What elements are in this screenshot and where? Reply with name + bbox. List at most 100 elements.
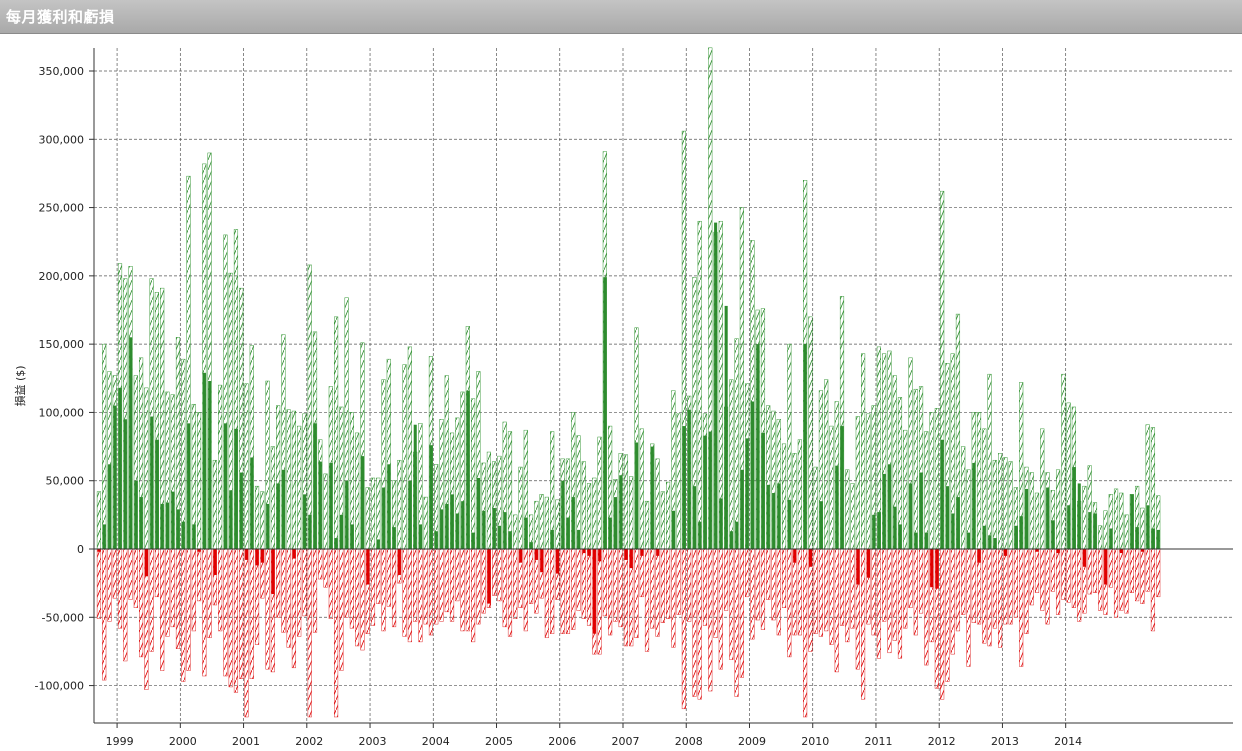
net-profit-bar xyxy=(914,532,918,549)
max-profit-bar xyxy=(924,431,929,550)
max-profit-bar xyxy=(697,220,702,550)
net-loss-bar xyxy=(487,549,491,604)
max-loss-bar xyxy=(1034,548,1040,593)
y-tick-label: 50,000 xyxy=(46,475,85,488)
net-profit-bar xyxy=(603,277,607,549)
max-loss-bar xyxy=(887,548,892,654)
max-loss-bar xyxy=(154,548,159,598)
max-loss-bar xyxy=(655,548,660,637)
max-profit-bar xyxy=(792,453,797,550)
max-profit-bar xyxy=(829,425,834,550)
net-loss-bar xyxy=(292,549,296,559)
net-profit-bar xyxy=(803,344,807,549)
max-loss-bar xyxy=(734,548,739,697)
max-loss-bar xyxy=(460,548,465,632)
max-loss-bar xyxy=(718,548,723,670)
net-loss-bar xyxy=(582,549,586,554)
max-loss-bar xyxy=(586,548,592,626)
net-profit-bar xyxy=(176,509,180,549)
max-loss-bar xyxy=(1066,548,1071,603)
max-loss-bar xyxy=(560,548,565,634)
max-loss-bar xyxy=(1156,548,1161,598)
net-loss-bar xyxy=(1119,549,1123,554)
max-profit-bar xyxy=(903,429,908,550)
net-profit-bar xyxy=(455,513,459,549)
net-profit-bar xyxy=(1088,512,1092,549)
net-profit-bar xyxy=(1109,528,1113,549)
y-tick-label: 150,000 xyxy=(39,338,85,351)
net-loss-bar xyxy=(271,549,275,595)
net-profit-bar xyxy=(745,438,749,549)
max-loss-bar xyxy=(455,548,460,602)
net-profit-bar xyxy=(687,409,691,549)
max-profit-bar xyxy=(855,416,860,550)
max-profit-bar xyxy=(850,483,855,550)
max-loss-bar xyxy=(286,548,291,648)
max-loss-bar xyxy=(1092,548,1098,593)
x-tick-label: 2011 xyxy=(864,735,892,748)
max-loss-bar xyxy=(133,548,138,608)
max-loss-bar xyxy=(218,548,223,632)
net-profit-bar xyxy=(761,432,765,549)
max-loss-bar xyxy=(1013,548,1019,618)
net-loss-bar xyxy=(197,549,201,552)
max-loss-bar xyxy=(244,548,249,718)
max-profit-bar xyxy=(196,412,202,550)
max-loss-bar xyxy=(407,548,412,643)
max-loss-bar xyxy=(708,548,713,692)
max-loss-bar xyxy=(908,548,913,608)
net-profit-bar xyxy=(229,490,233,549)
net-loss-bar xyxy=(1035,549,1039,552)
max-profit-bar xyxy=(729,379,734,550)
net-profit-bar xyxy=(772,493,776,549)
max-profit-bar xyxy=(144,387,149,550)
max-loss-bar xyxy=(386,548,391,607)
max-loss-bar xyxy=(1008,548,1013,625)
net-profit-bar xyxy=(719,498,723,549)
x-tick-label: 2014 xyxy=(1054,735,1082,748)
max-loss-bar xyxy=(1124,548,1129,614)
net-loss-bar xyxy=(1082,549,1087,567)
net-profit-bar xyxy=(951,513,955,549)
max-loss-bar xyxy=(497,548,502,602)
y-tick-label: 300,000 xyxy=(39,133,85,146)
max-loss-bar xyxy=(839,548,845,626)
max-profit-bar xyxy=(486,451,491,550)
max-loss-bar xyxy=(239,548,244,679)
max-loss-bar xyxy=(249,548,254,679)
net-profit-bar xyxy=(650,446,654,549)
max-loss-bar xyxy=(966,548,971,667)
max-loss-bar xyxy=(729,548,734,660)
y-tick-label: 0 xyxy=(77,543,84,556)
net-loss-bar xyxy=(598,549,602,562)
net-profit-bar xyxy=(123,419,127,549)
max-loss-bar xyxy=(481,548,486,614)
max-loss-bar xyxy=(381,548,386,632)
net-loss-bar xyxy=(793,549,797,563)
net-profit-bar xyxy=(503,512,507,549)
net-profit-bar xyxy=(181,521,185,549)
max-profit-bar xyxy=(291,410,297,550)
max-loss-bar xyxy=(602,548,607,617)
max-loss-bar xyxy=(676,548,681,615)
max-loss-bar xyxy=(613,548,618,622)
net-profit-bar xyxy=(108,464,112,549)
y-tick-label: 250,000 xyxy=(39,202,85,215)
max-loss-bar xyxy=(302,548,307,617)
max-loss-bar xyxy=(755,548,760,621)
max-loss-bar xyxy=(402,548,407,637)
net-loss-bar xyxy=(866,549,870,578)
net-profit-bar xyxy=(945,486,950,549)
net-profit-bar xyxy=(223,423,228,549)
x-tick-label: 2009 xyxy=(738,735,766,748)
max-loss-bar xyxy=(1087,548,1092,595)
max-loss-bar xyxy=(465,548,470,632)
net-loss-bar xyxy=(1056,549,1060,554)
max-profit-bar xyxy=(1008,461,1013,550)
max-loss-bar xyxy=(776,548,781,636)
x-tick-label: 2002 xyxy=(295,735,323,748)
max-profit-bar xyxy=(1098,525,1103,550)
max-loss-bar xyxy=(903,548,908,629)
net-profit-bar xyxy=(524,517,528,549)
max-profit-bar xyxy=(286,409,291,550)
